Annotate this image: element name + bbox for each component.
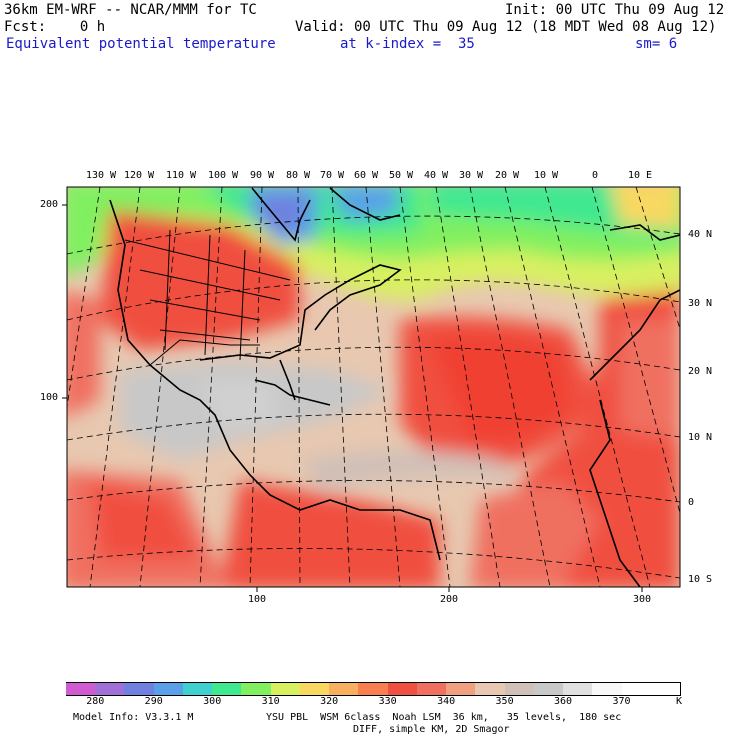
- lon-label: 10 E: [627, 170, 653, 181]
- lat-label: 10 S: [688, 574, 713, 585]
- init-time: Init: 00 UTC Thu 09 Aug 12: [505, 2, 725, 18]
- legend-unit: K: [676, 696, 683, 707]
- legend-swatch: [475, 682, 507, 696]
- legend-swatch: [182, 682, 214, 696]
- lon-label: 130 W: [85, 170, 117, 181]
- legend-swatch: [533, 682, 565, 696]
- lon-label: 30 W: [458, 170, 484, 181]
- lat-label: 40 N: [688, 229, 713, 240]
- lat-label: 0: [688, 497, 695, 508]
- map-frame: [66, 186, 681, 588]
- legend-tick-label: 360: [554, 696, 573, 707]
- legend-tick-label: 280: [86, 696, 105, 707]
- field-title: Equivalent potential temperature: [6, 36, 276, 52]
- grid-y-label: 200: [40, 199, 59, 210]
- legend-tick-label: 320: [320, 696, 339, 707]
- coastlines: [109, 187, 680, 587]
- legend-swatch: [563, 682, 594, 696]
- legend-swatch: [416, 682, 448, 696]
- lon-label: 110 W: [165, 170, 197, 181]
- axis-ticks: [62, 204, 643, 592]
- lat-label: 10 N: [688, 432, 713, 443]
- lon-label: 100 W: [207, 170, 239, 181]
- legend-tick-label: 350: [495, 696, 514, 707]
- lon-label: 40 W: [423, 170, 449, 181]
- diffusion-info: DIFF, simple KM, 2D Smagor: [353, 724, 510, 735]
- lon-label: 20 W: [494, 170, 520, 181]
- forecast-hour: Fcst: 0 h: [4, 19, 106, 35]
- legend-swatch: [241, 682, 273, 696]
- legend-swatch: [387, 682, 419, 696]
- legend-swatch: [446, 682, 477, 696]
- legend-tick-label: 330: [378, 696, 397, 707]
- valid-time: Valid: 00 UTC Thu 09 Aug 12 (18 MDT Wed …: [295, 19, 717, 35]
- legend-tick-label: 370: [612, 696, 631, 707]
- legend-tick-label: 310: [261, 696, 280, 707]
- level-index: at k-index = 35: [340, 36, 475, 52]
- grid-x-label: 100: [247, 594, 267, 605]
- legend-swatch: [650, 682, 682, 696]
- legend-swatch: [124, 682, 156, 696]
- legend-swatch: [592, 682, 624, 696]
- physics-info: YSU PBL WSM 6class Noah LSM 36 km, 35 le…: [266, 712, 622, 723]
- legend-swatch: [358, 682, 390, 696]
- model-title: 36km EM-WRF -- NCAR/MMM for TC: [4, 2, 257, 18]
- legend-swatch: [66, 682, 97, 696]
- legend-tick-label: 300: [203, 696, 222, 707]
- smoothing-value: sm= 6: [635, 36, 678, 52]
- lat-lon-grid: [67, 187, 680, 587]
- legend-swatch: [95, 682, 126, 696]
- legend-swatch: [329, 682, 360, 696]
- legend-swatch: [153, 682, 185, 696]
- lon-label: 70 W: [319, 170, 345, 181]
- legend-tick-label: 290: [144, 696, 163, 707]
- lon-label: 10 W: [533, 170, 559, 181]
- lon-label: 50 W: [388, 170, 414, 181]
- legend-swatch: [212, 682, 243, 696]
- legend-swatch: [504, 682, 536, 696]
- legend-tick-label: 340: [437, 696, 456, 707]
- lon-label: 90 W: [249, 170, 275, 181]
- grid-x-label: 300: [632, 594, 652, 605]
- lon-label: 120 W: [123, 170, 155, 181]
- lat-label: 20 N: [688, 366, 713, 377]
- theta-e-field: [67, 187, 680, 587]
- legend-swatch: [299, 682, 331, 696]
- grid-x-label: 200: [439, 594, 459, 605]
- lon-label: 60 W: [353, 170, 379, 181]
- lon-label: 80 W: [285, 170, 311, 181]
- legend-swatch: [270, 682, 302, 696]
- model-info: Model Info: V3.3.1 M: [73, 712, 194, 723]
- lat-label: 30 N: [688, 298, 713, 309]
- legend-swatch: [621, 682, 653, 696]
- political-borders: [124, 229, 291, 366]
- lon-label: 0: [591, 170, 599, 181]
- grid-y-label: 100: [40, 392, 59, 403]
